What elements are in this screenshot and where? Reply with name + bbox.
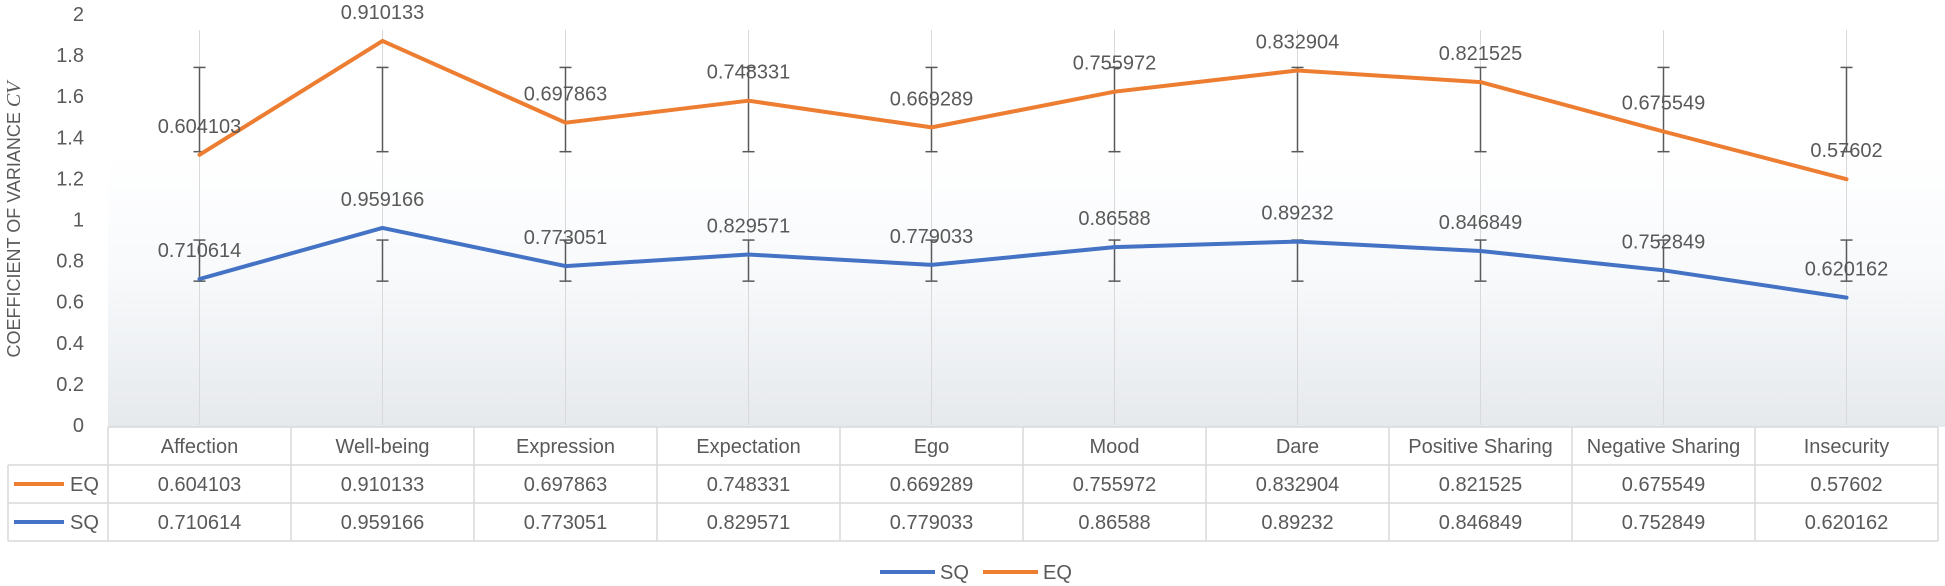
y-tick-label: 0.4 — [56, 333, 84, 355]
data-label-sq: 0.779033 — [890, 226, 973, 248]
data-label-sq: 0.846849 — [1439, 212, 1522, 234]
data-label-eq: 0.832904 — [1256, 31, 1339, 53]
table-row-name: EQ — [70, 474, 99, 496]
data-label-eq: 0.57602 — [1810, 140, 1882, 162]
y-tick-label: 0.6 — [56, 292, 84, 314]
error-bars — [193, 66, 1853, 282]
data-label-eq: 0.697863 — [524, 84, 607, 106]
category-label: Positive Sharing — [1408, 436, 1553, 458]
table-cell: 0.779033 — [890, 512, 973, 534]
category-label: Well-being — [335, 436, 429, 458]
y-axis: 0 0.2 0.4 0.6 0.8 1 1.2 1.4 1.6 1.8 2 COEFFICIENT O… — [3, 4, 84, 437]
table-cell: 0.86588 — [1078, 512, 1150, 534]
category-label: Dare — [1276, 436, 1319, 458]
data-label-eq: 0.604103 — [158, 116, 241, 138]
category-label: Ego — [914, 436, 950, 458]
category-label: Expectation — [696, 436, 801, 458]
table-cell: 0.821525 — [1439, 474, 1522, 496]
table-cell: 0.910133 — [341, 474, 424, 496]
data-label-sq: 0.86588 — [1078, 208, 1150, 230]
y-tick-label: 1.2 — [56, 168, 84, 190]
y-tick-label: 1.8 — [56, 45, 84, 67]
category-label: Mood — [1089, 436, 1139, 458]
y-tick-label: 0.2 — [56, 374, 84, 396]
y-tick-label: 1 — [73, 210, 84, 232]
table-cell: 0.604103 — [158, 474, 241, 496]
legend-label-eq: EQ — [1043, 562, 1072, 584]
data-label-sq: 0.959166 — [341, 189, 424, 211]
data-label-eq: 0.821525 — [1439, 43, 1522, 65]
data-label-sq: 0.829571 — [707, 216, 790, 238]
table-cell: 0.773051 — [524, 512, 607, 534]
data-label-eq: 0.910133 — [341, 2, 424, 24]
data-table: Affection Well-being Expression Expectation… — [7, 426, 1939, 542]
y-tick-label: 1.4 — [56, 127, 84, 149]
table-cell: 0.755972 — [1073, 474, 1156, 496]
y-tick-label: 0 — [73, 415, 84, 437]
data-label-sq: 0.710614 — [158, 240, 241, 262]
data-label-eq: 0.675549 — [1622, 92, 1705, 114]
table-cell: 0.89232 — [1261, 512, 1333, 534]
table-cell: 0.620162 — [1805, 512, 1888, 534]
category-label: Affection — [161, 436, 238, 458]
table-cell: 0.669289 — [890, 474, 973, 496]
data-label-sq: 0.752849 — [1622, 231, 1705, 253]
legend-label-sq: SQ — [940, 562, 969, 584]
data-label-eq: 0.748331 — [707, 62, 790, 84]
table-cell: 0.752849 — [1622, 512, 1705, 534]
data-label-sq: 0.773051 — [524, 227, 607, 249]
category-label: Insecurity — [1804, 436, 1890, 458]
table-cell: 0.846849 — [1439, 512, 1522, 534]
table-row-name: SQ — [70, 512, 99, 534]
table-cell: 0.832904 — [1256, 474, 1339, 496]
y-axis-title-text: COEFFICIENT OF VARIANCE — [4, 107, 24, 357]
category-label: Expression — [516, 436, 615, 458]
table-cell: 0.748331 — [707, 474, 790, 496]
table-cell: 0.710614 — [158, 512, 241, 534]
y-axis-title: COEFFICIENT OF VARIANCE CV — [3, 79, 25, 358]
plot-background — [108, 155, 1945, 427]
table-cell: 0.697863 — [524, 474, 607, 496]
y-tick-label: 2 — [73, 4, 84, 26]
data-labels: 0.710614 0.959166 0.773051 0.829571 0.779033… — [158, 2, 1888, 281]
y-axis-title-variable: CV — [3, 79, 25, 107]
series-lines — [197, 38, 1849, 300]
table-cell: 0.959166 — [341, 512, 424, 534]
table-cell: 0.829571 — [707, 512, 790, 534]
data-label-sq: 0.620162 — [1805, 259, 1888, 281]
data-label-eq: 0.755972 — [1073, 53, 1156, 75]
y-tick-label: 1.6 — [56, 86, 84, 108]
legend: SQ EQ — [880, 562, 1072, 584]
category-label: Negative Sharing — [1587, 436, 1740, 458]
data-label-sq: 0.89232 — [1261, 203, 1333, 225]
y-tick-label: 0.8 — [56, 251, 84, 273]
series-line-sq — [197, 225, 1849, 300]
data-label-eq: 0.669289 — [890, 88, 973, 110]
series-line-eq — [197, 38, 1849, 182]
table-cell: 0.57602 — [1810, 474, 1882, 496]
table-cell: 0.675549 — [1622, 474, 1705, 496]
